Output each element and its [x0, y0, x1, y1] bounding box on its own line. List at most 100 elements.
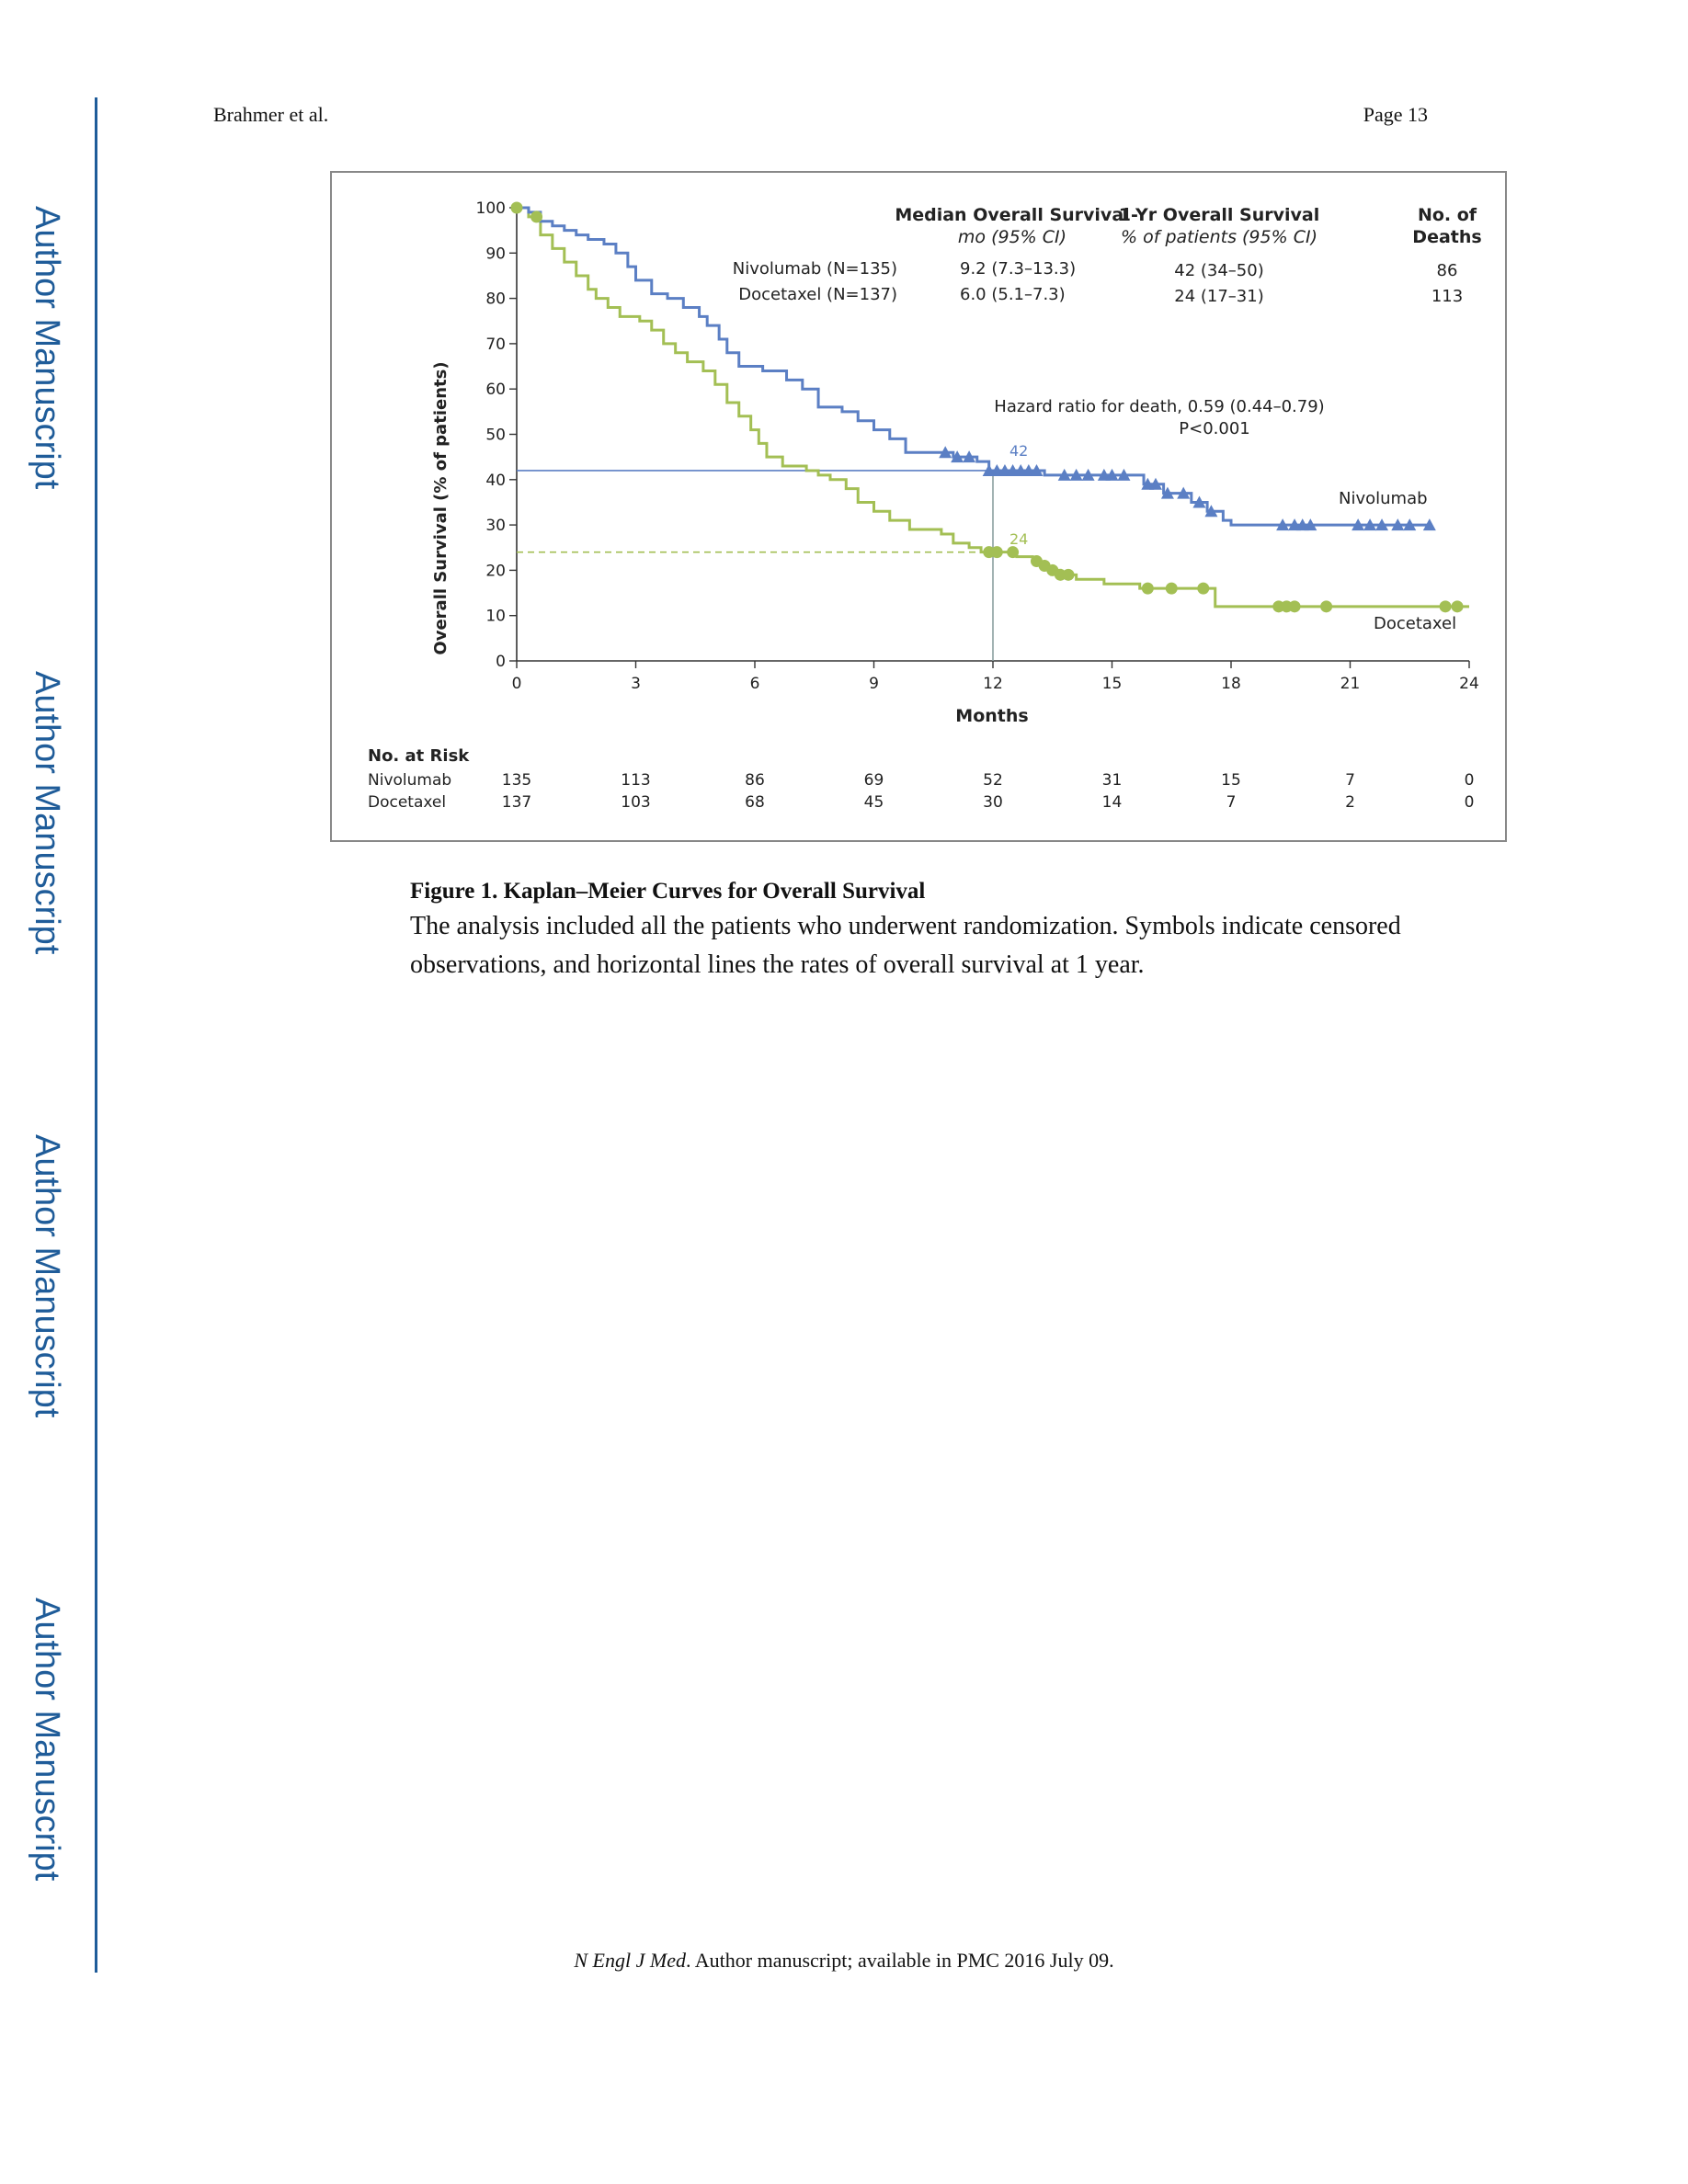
table-oneyr-nivolumab: 42 (34–50)	[1174, 261, 1263, 280]
at-risk-table: 135 113 86 69 52 31 15 7 0 137 103 68 45 30 14 7 2 0	[502, 771, 1475, 812]
figure-caption: Figure 1. Kaplan–Meier Curves for Overal…	[410, 876, 1458, 984]
censor-marker-nivolumab	[1069, 468, 1083, 481]
table-deaths-nivolumab: 86	[1437, 261, 1458, 280]
x-tick-label: 9	[869, 675, 879, 693]
series-label-nivolumab: Nivolumab	[1339, 489, 1428, 508]
at-risk-value: 113	[621, 771, 650, 790]
y-tick-label: 0	[496, 653, 506, 671]
footer-text: . Author manuscript; available in PMC 20…	[685, 1949, 1114, 1972]
table-arm-nivolumab: Nivolumab (N=135)	[733, 259, 897, 279]
censor-marker-nivolumab	[1375, 518, 1389, 531]
table-arm-docetaxel: Docetaxel (N=137)	[738, 285, 897, 304]
y-tick-label: 60	[485, 381, 506, 399]
at-risk-value: 0	[1465, 793, 1475, 812]
table-deaths-docetaxel: 113	[1431, 287, 1463, 306]
sidebar-rule	[95, 97, 97, 1973]
censor-marker-docetaxel	[1165, 582, 1178, 595]
censor-marker-nivolumab	[1160, 486, 1174, 499]
at-risk-value: 14	[1102, 793, 1123, 812]
censor-marker-docetaxel	[1197, 582, 1210, 595]
y-tick-label: 70	[485, 336, 506, 354]
curve-nivolumab	[517, 206, 1430, 527]
censor-marker-nivolumab	[1304, 518, 1317, 531]
y-tick-label: 100	[476, 199, 506, 218]
figure-panel: 0 10 20 30 40 50 60 70 80 90 100 0 3 6 9 12 15 18 21 24 Ove…	[330, 171, 1507, 842]
at-risk-value: 31	[1102, 771, 1123, 790]
at-risk-value: 30	[983, 793, 1003, 812]
censor-marker-nivolumab	[1363, 518, 1377, 531]
y-tick-label: 10	[485, 608, 506, 626]
table-oneyr-docetaxel: 24 (17–31)	[1174, 287, 1263, 306]
x-tick-label: 6	[750, 675, 760, 693]
oneyr-header: 1-Yr Overall Survival	[1119, 205, 1320, 225]
censor-marker-docetaxel	[510, 201, 523, 214]
x-tick-label: 15	[1102, 675, 1123, 693]
censor-marker-docetaxel	[990, 546, 1003, 559]
ref-label-nivolumab: 42	[1009, 442, 1028, 460]
y-tick-label: 90	[485, 245, 506, 263]
censor-marker-nivolumab	[1204, 505, 1218, 518]
reference-lines	[517, 470, 994, 661]
caption-text: The analysis included all the patients w…	[410, 912, 1401, 979]
censor-marker-nivolumab	[1117, 468, 1131, 481]
censor-marker-docetaxel	[1007, 546, 1020, 559]
at-risk-row-label-nivolumab: Nivolumab	[368, 771, 451, 790]
censor-marker-nivolumab	[1057, 468, 1071, 481]
censor-marker-nivolumab	[1352, 518, 1365, 531]
at-risk-value: 86	[745, 771, 765, 790]
x-tick-label: 0	[512, 675, 522, 693]
at-risk-value: 45	[864, 793, 884, 812]
caption-title: Figure 1. Kaplan–Meier Curves for Overal…	[410, 879, 926, 904]
at-risk-value: 135	[502, 771, 531, 790]
censor-marker-docetaxel	[1320, 600, 1333, 613]
y-tick-label: 50	[485, 427, 506, 445]
censor-marker-docetaxel	[1062, 568, 1075, 581]
page-number: Page 13	[1363, 103, 1428, 126]
chart-axes: 0 10 20 30 40 50 60 70 80 90 100 0 3 6 9 12 15 18 21 24	[476, 199, 1479, 693]
x-tick-label: 21	[1340, 675, 1361, 693]
censor-marker-nivolumab	[1391, 518, 1405, 531]
censor-marker-nivolumab	[939, 446, 952, 459]
censor-marker-nivolumab	[1177, 486, 1191, 499]
censor-marker-docetaxel	[1288, 600, 1301, 613]
y-tick-label: 30	[485, 517, 506, 535]
censor-marker-nivolumab	[1105, 468, 1119, 481]
censor-marker-nivolumab	[1148, 477, 1162, 490]
y-tick-label: 20	[485, 562, 506, 580]
at-risk-value: 7	[1226, 793, 1237, 812]
at-risk-value: 0	[1465, 771, 1475, 790]
censor-marker-docetaxel	[1439, 600, 1452, 613]
table-median-docetaxel: 6.0 (5.1–7.3)	[960, 285, 1066, 304]
at-risk-title: No. at Risk	[368, 746, 470, 766]
at-risk-value: 52	[983, 771, 1003, 790]
ref-label-docetaxel: 24	[1009, 530, 1028, 548]
censor-marker-nivolumab	[1403, 518, 1417, 531]
x-tick-label: 12	[983, 675, 1003, 693]
censor-marker-docetaxel	[1141, 582, 1154, 595]
censor-marker-nivolumab	[963, 450, 976, 463]
x-tick-label: 18	[1221, 675, 1241, 693]
censor-marker-nivolumab	[1422, 518, 1436, 531]
page-footer: N Engl J Med. Author manuscript; availab…	[0, 1949, 1688, 1973]
x-axis-label: Months	[955, 706, 1028, 726]
censor-marker-nivolumab	[1081, 468, 1095, 481]
table-median-nivolumab: 9.2 (7.3–13.3)	[960, 259, 1076, 279]
y-axis-label: Overall Survival (% of patients)	[431, 361, 451, 654]
censor-marker-docetaxel	[1451, 600, 1464, 613]
at-risk-value: 15	[1221, 771, 1241, 790]
running-head-author: Brahmer et al.	[213, 103, 329, 126]
censor-markers	[510, 201, 1464, 613]
at-risk-row-label-docetaxel: Docetaxel	[368, 793, 446, 812]
at-risk-value: 69	[864, 771, 884, 790]
censor-marker-nivolumab	[1192, 495, 1206, 508]
at-risk-value: 2	[1345, 793, 1355, 812]
y-tick-label: 40	[485, 472, 506, 490]
median-subheader: mo (95% CI)	[958, 227, 1066, 247]
series-label-docetaxel: Docetaxel	[1374, 614, 1456, 633]
at-risk-value: 7	[1345, 771, 1355, 790]
at-risk-value: 68	[745, 793, 765, 812]
censor-marker-docetaxel	[530, 210, 543, 223]
deaths-header: No. of	[1418, 205, 1477, 225]
oneyr-subheader: % of patients (95% CI)	[1121, 227, 1317, 247]
